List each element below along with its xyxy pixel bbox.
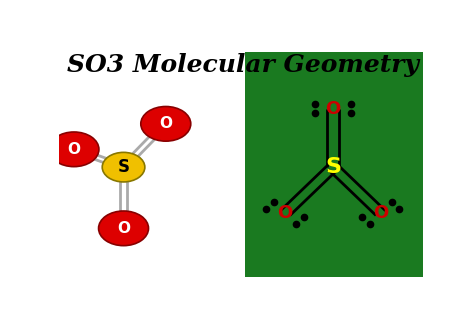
Text: O: O — [325, 100, 340, 118]
FancyBboxPatch shape — [245, 52, 423, 277]
Text: O: O — [278, 204, 293, 222]
Text: O: O — [159, 116, 172, 131]
Text: S: S — [325, 157, 341, 177]
Text: S: S — [118, 158, 129, 176]
Circle shape — [102, 152, 145, 182]
Text: O: O — [373, 204, 388, 222]
Text: O: O — [67, 142, 81, 157]
Circle shape — [141, 107, 191, 141]
Circle shape — [49, 132, 99, 166]
Circle shape — [99, 211, 148, 246]
Text: SO3 Molecular Geometry: SO3 Molecular Geometry — [67, 53, 419, 77]
Text: O: O — [117, 221, 130, 236]
